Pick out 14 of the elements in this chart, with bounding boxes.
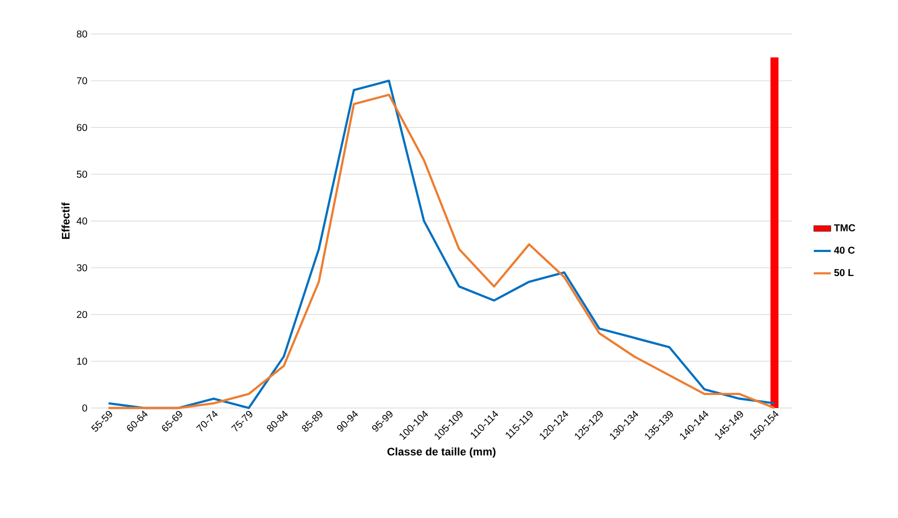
x-axis-title: Classe de taille (mm) <box>387 447 496 458</box>
y-tick-label: 20 <box>76 310 88 318</box>
legend-label: 50 L <box>834 269 854 276</box>
y-tick-label: 0 <box>82 404 88 412</box>
y-tick-label: 50 <box>76 170 88 178</box>
legend-label: TMC <box>834 224 856 232</box>
y-tick-label: 80 <box>76 30 88 38</box>
y-tick-label: 10 <box>77 358 88 365</box>
y-tick-label: 40 <box>76 217 88 225</box>
y-tick-label: 30 <box>76 264 88 272</box>
legend-label: 40 C <box>834 246 855 254</box>
y-tick-label: 60 <box>76 124 88 132</box>
y-axis-title: Effectif <box>62 202 70 239</box>
y-tick-label: 70 <box>76 77 88 84</box>
